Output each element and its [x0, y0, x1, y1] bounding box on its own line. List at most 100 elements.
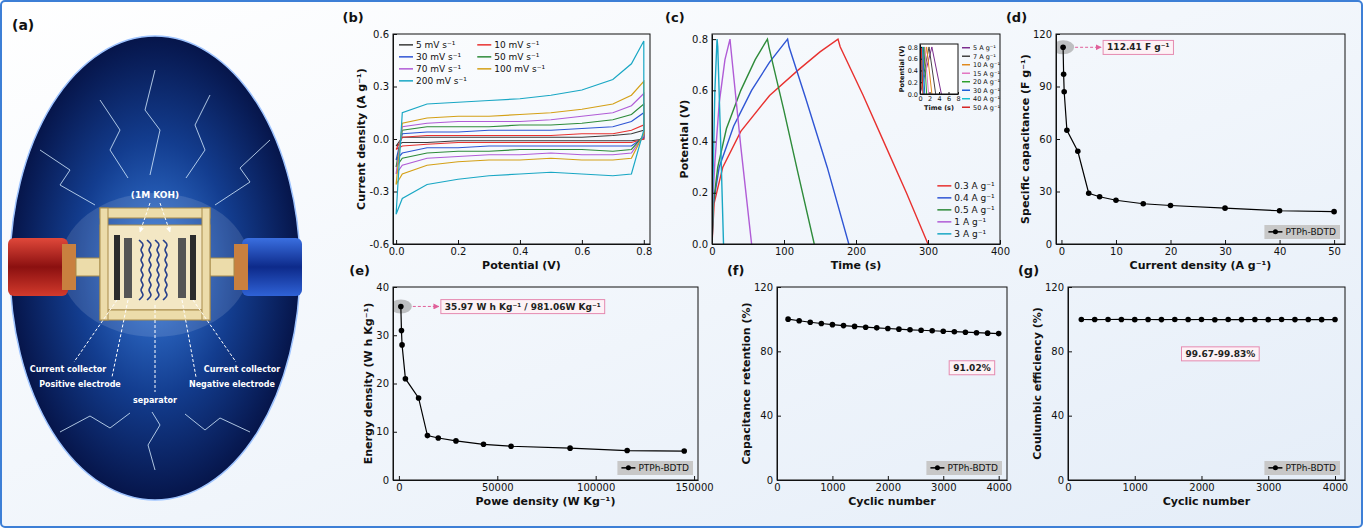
legend-item: 15 A g⁻¹	[962, 70, 1000, 78]
panel-label: (a)	[12, 17, 34, 33]
data-point	[403, 376, 409, 382]
y-tick-mark	[920, 47, 922, 48]
series-line	[712, 39, 724, 244]
x-tick: 6	[947, 92, 951, 103]
data-point	[974, 330, 980, 336]
panel-label: (d)	[1006, 10, 1027, 25]
y-tick: 0.2	[908, 79, 922, 87]
x-tick: 0	[396, 476, 402, 493]
data-point	[453, 438, 459, 444]
y-tick-label: 0.8	[692, 34, 708, 45]
y-tick-mark	[393, 192, 397, 193]
legend-label: 50 mV s⁻¹	[494, 52, 540, 62]
x-tick-label: 4	[937, 95, 941, 103]
y-axis-line	[712, 35, 713, 245]
chart-panel: 01002003004000.00.20.40.60.8Time (s)Pote…	[678, 34, 1010, 272]
y-tick-label: 0.0	[908, 91, 918, 99]
x-tick-label: 300	[919, 246, 938, 257]
y-tick-mark	[777, 287, 781, 288]
x-tick-label: 0	[774, 482, 780, 493]
legend: 5 mV s⁻¹10 mV s⁻¹30 mV s⁻¹50 mV s⁻¹70 mV…	[399, 40, 546, 86]
spark	[40, 150, 95, 205]
y-tick-mark	[920, 70, 922, 71]
x-tick-mark	[694, 476, 695, 480]
y-axis-title: Potential (V)	[898, 46, 906, 93]
pointer	[182, 300, 196, 377]
component-label: Current collector	[30, 365, 106, 374]
data-point	[481, 441, 487, 447]
x-tick: 400	[991, 240, 1010, 257]
x-tick-mark	[928, 240, 929, 244]
legend-label: PTPh-BDTD	[1285, 227, 1336, 237]
y-tick: 40	[760, 410, 781, 421]
y-axis-title: Potential (V)	[678, 100, 691, 179]
data-point	[1168, 203, 1174, 209]
y-axis: -0.6-0.30.00.30.6	[369, 29, 397, 250]
data-point	[1145, 317, 1151, 323]
y-tick-mark	[712, 244, 716, 245]
y-tick: 30	[376, 330, 397, 341]
x-axis-line	[778, 480, 1008, 481]
x-tick-mark	[582, 240, 583, 244]
plot-frame	[920, 44, 958, 94]
component-label: Negative electrode	[189, 380, 276, 389]
y-tick: 80	[1051, 346, 1072, 357]
y-tick-mark	[393, 34, 397, 35]
legend-item: 100 mV s⁻¹	[477, 64, 545, 74]
legend-swatch	[477, 56, 491, 58]
legend-swatch	[477, 68, 491, 70]
data-point	[1079, 317, 1085, 323]
spark	[145, 70, 160, 175]
x-axis: 01000200030004000	[774, 476, 1012, 493]
data-point	[399, 328, 405, 334]
y-tick: 30	[1039, 186, 1060, 197]
electrode	[178, 238, 186, 298]
y-tick-label: -0.6	[369, 239, 389, 250]
legend-swatch	[962, 106, 970, 108]
x-tick-label: 0	[1065, 482, 1071, 493]
y-tick-label: 20	[376, 378, 389, 389]
terminal-positive	[8, 238, 68, 296]
panel-label: (e)	[349, 263, 370, 278]
data-point	[1113, 197, 1119, 203]
frame-top	[100, 208, 210, 218]
y-tick: -0.3	[369, 186, 397, 197]
legend-label: 100 mV s⁻¹	[494, 64, 545, 74]
y-axis: 010203040	[376, 282, 397, 486]
series-line	[920, 47, 929, 94]
legend-marker	[935, 465, 940, 470]
x-tick-mark	[832, 476, 833, 480]
legend-item: 50 A g⁻¹	[962, 104, 1000, 112]
x-tick-mark	[1335, 476, 1336, 480]
legend-item: 10 A g⁻¹	[962, 61, 1000, 69]
data-point	[807, 319, 813, 325]
device-diagram: (1M KOH)Current collectorPositive electr…	[8, 36, 302, 500]
x-tick: 0.2	[451, 240, 467, 257]
y-tick-label: 0	[767, 475, 773, 486]
component-label: Current collector	[204, 365, 280, 374]
data-point	[985, 330, 991, 336]
data-point	[863, 324, 869, 330]
legend-swatch	[962, 47, 970, 49]
x-axis-line	[394, 480, 699, 481]
y-tick-mark	[712, 142, 716, 143]
data-point	[1292, 317, 1298, 323]
x-tick: 3000	[931, 476, 956, 493]
legend-label: 200 mV s⁻¹	[416, 76, 467, 86]
y-tick-label: 120	[1045, 282, 1064, 293]
y-tick-mark	[393, 244, 397, 245]
legend-item: 40 A g⁻¹	[962, 95, 1000, 103]
annotation: 91.02%	[949, 361, 995, 375]
y-tick: 0.0	[908, 91, 922, 99]
data-point	[952, 329, 958, 335]
panel-label: (b)	[342, 10, 363, 25]
panel-label: (f)	[727, 263, 745, 278]
y-tick-label: 90	[1039, 81, 1052, 92]
x-tick-label: 0.6	[574, 246, 590, 257]
data-point	[508, 443, 514, 449]
terminal-ring	[234, 244, 248, 290]
legend-item: 7 A g⁻¹	[962, 53, 996, 61]
y-tick-label: 30	[376, 330, 389, 341]
x-tick: 1000	[1123, 476, 1148, 493]
y-tick: 90	[1039, 81, 1060, 92]
